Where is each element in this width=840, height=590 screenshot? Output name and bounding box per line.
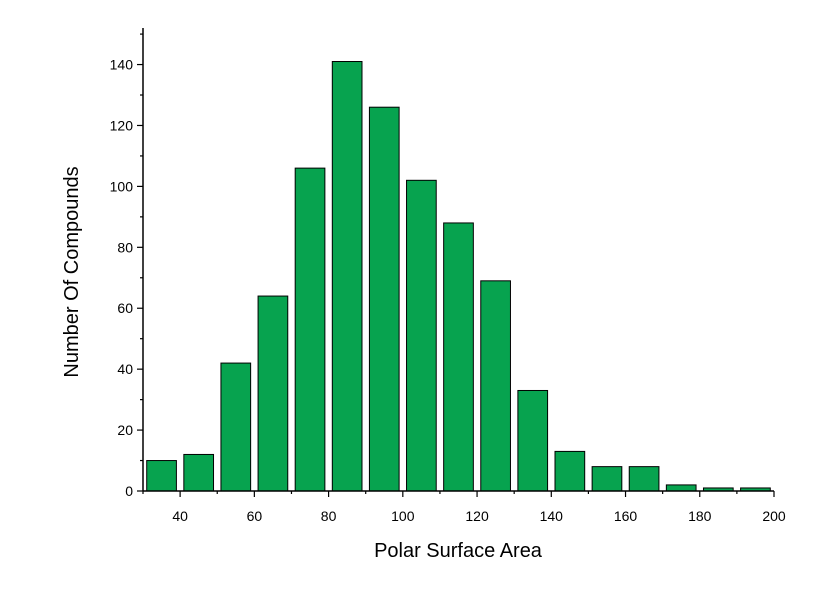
x-tick-label-200: 200 <box>762 508 786 524</box>
ticks-layer: 0 20 40 60 80 100 120 140 40 60 80 100 120 140 160 180 2… <box>110 33 786 524</box>
bar-55 <box>220 362 252 492</box>
bar-165 <box>628 466 660 492</box>
bar-125 <box>480 280 511 492</box>
bar-45 <box>183 453 215 492</box>
x-tick-label-120: 120 <box>465 508 489 524</box>
y-tick-label-80: 80 <box>117 239 133 255</box>
x-tick-label-60: 60 <box>247 508 263 524</box>
bar-135 <box>517 389 549 492</box>
x-tick-label-140: 140 <box>540 508 564 524</box>
y-tick-label-20: 20 <box>117 422 133 438</box>
y-tick-label-120: 120 <box>110 117 134 133</box>
bar-105 <box>406 179 437 492</box>
x-tick-label-40: 40 <box>172 508 188 524</box>
bar-145 <box>554 450 586 492</box>
x-tick-label-100: 100 <box>391 508 415 524</box>
bar-155 <box>591 466 623 492</box>
x-tick-label-160: 160 <box>614 508 638 524</box>
bar-85 <box>331 61 363 492</box>
bar-35 <box>146 460 177 492</box>
y-tick-label-140: 140 <box>110 57 134 73</box>
bar-95 <box>368 106 400 492</box>
y-tick-label-60: 60 <box>117 300 133 316</box>
bars-layer <box>146 61 771 492</box>
bar-175 <box>665 484 697 492</box>
x-tick-label-80: 80 <box>321 508 337 524</box>
y-tick-label-100: 100 <box>110 178 134 194</box>
bar-115 <box>443 222 474 492</box>
axes-layer <box>142 28 774 492</box>
y-tick-label-40: 40 <box>117 361 133 377</box>
y-axis-title: Number Of Compounds <box>61 166 83 377</box>
y-tick-label-0: 0 <box>125 483 133 499</box>
bar-75 <box>294 167 326 492</box>
bar-65 <box>257 295 289 492</box>
x-tick-label-180: 180 <box>688 508 712 524</box>
x-axis-title: Polar Surface Area <box>374 540 543 562</box>
